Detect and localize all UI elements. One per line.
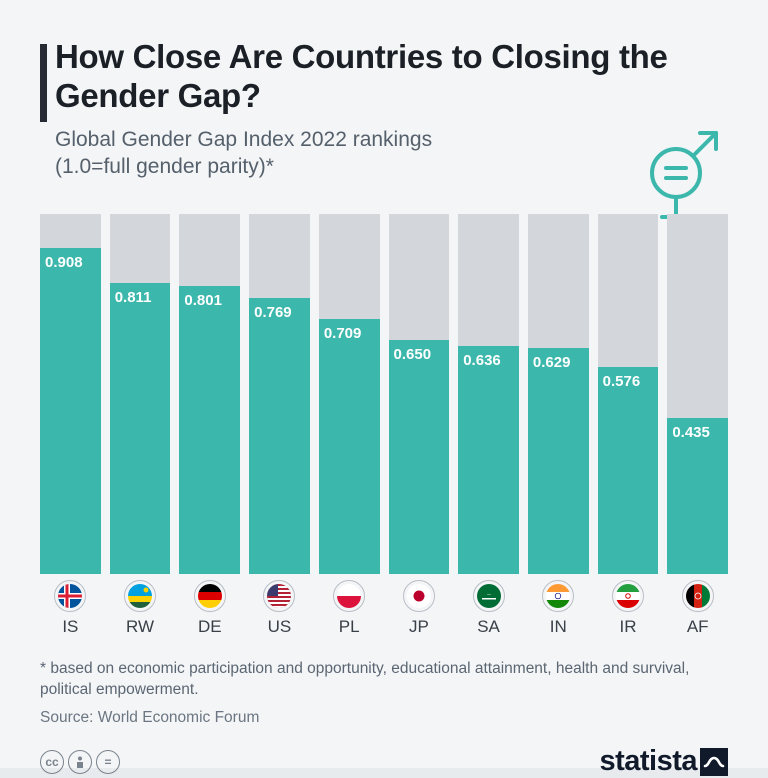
flag-badge [54,580,86,612]
bar-value-label: 0.709 [324,325,362,342]
bar-column: 0.801 DE [179,214,240,637]
chart-title: How Close Are Countries to Closing the G… [55,38,728,116]
x-axis-label: AF [687,617,709,637]
bar-fill: 0.435 [667,418,728,575]
bar-column: 0.629 IN [528,214,589,637]
title-block: How Close Are Countries to Closing the G… [55,38,728,180]
flag-is-icon [58,584,82,608]
bar-column: 0.650 JP [389,214,450,637]
flag-badge [682,580,714,612]
flag-jp-icon [407,584,431,608]
logo-text: statista [599,745,697,778]
bar-value-label: 0.769 [254,304,292,321]
bar-value-label: 0.636 [463,352,501,369]
cc-icon: cc [40,750,64,774]
flag-rw-icon [128,584,152,608]
flag-badge [194,580,226,612]
bar-fill: 0.908 [40,248,101,575]
flag-badge [612,580,644,612]
bar-track: 0.709 [319,214,380,574]
bar-value-label: 0.908 [45,254,83,271]
x-axis-label: IS [62,617,78,637]
bar-column: 0.769 US [249,214,310,637]
bar-track: 0.811 [110,214,171,574]
bar-column: 0.908 IS [40,214,101,637]
bar-track: 0.650 [389,214,450,574]
bar-value-label: 0.801 [184,292,222,309]
bar-fill: 0.801 [179,286,240,574]
footnote: * based on economic participation and op… [40,659,728,701]
bar-track: 0.435 [667,214,728,574]
flag-badge [403,580,435,612]
x-axis-label: DE [198,617,222,637]
flag-badge [263,580,295,612]
bar-fill: 0.636 [458,346,519,575]
flag-pl-icon [337,584,361,608]
bar-value-label: 0.629 [533,354,571,371]
x-axis-label: US [268,617,292,637]
x-axis-label: PL [339,617,360,637]
bar-fill: 0.629 [528,348,589,574]
bar-track: 0.576 [598,214,659,574]
flag-de-icon [198,584,222,608]
header: How Close Are Countries to Closing the G… [40,38,728,180]
bar-track: 0.636 [458,214,519,574]
bar-chart: 0.908 IS 0.811 RW 0.801 DE 0.769 US 0.709 PL 0.650… [40,214,728,637]
bar-track: 0.908 [40,214,101,574]
bar-column: 0.811 RW [110,214,171,637]
flag-af-icon [686,584,710,608]
bar-value-label: 0.811 [115,289,152,306]
flag-badge: ـــ [473,580,505,612]
title-accent-bar [40,44,47,122]
bar-track: 0.629 [528,214,589,574]
bar-column: 0.636 ـــ SA [458,214,519,637]
subtitle-line2: (1.0=full gender parity)* [55,155,274,178]
nd-icon: = [96,750,120,774]
bar-column: 0.435 AF [667,214,728,637]
bar-track: 0.801 [179,214,240,574]
x-axis-label: JP [409,617,429,637]
bar-column: 0.576 IR [598,214,659,637]
license-icons: cc = [40,750,120,774]
x-axis-label: IR [619,617,636,637]
flag-ir-icon [616,584,640,608]
chart-subtitle: Global Gender Gap Index 2022 rankings (1… [55,126,728,181]
bar-column: 0.709 PL [319,214,380,637]
infographic-card: How Close Are Countries to Closing the G… [0,0,768,768]
flag-badge [124,580,156,612]
bar-fill: 0.769 [249,298,310,575]
subtitle-line1: Global Gender Gap Index 2022 rankings [55,128,432,151]
flag-badge [542,580,574,612]
bar-fill: 0.811 [110,283,171,575]
flag-badge [333,580,365,612]
footer-row: cc = statista [40,745,728,778]
statista-logo: statista [599,745,728,778]
bar-value-label: 0.435 [672,424,710,441]
logo-mark-icon [700,748,728,776]
bar-value-label: 0.576 [603,373,641,390]
x-axis-label: SA [477,617,500,637]
flag-sa-icon: ـــ [477,584,501,608]
bar-track: 0.769 [249,214,310,574]
flag-us-icon [267,584,291,608]
flag-in-icon [546,584,570,608]
x-axis-label: RW [126,617,154,637]
bar-fill: 0.650 [389,340,450,574]
source-line: Source: World Economic Forum [40,709,728,727]
by-icon [68,750,92,774]
bar-value-label: 0.650 [394,346,432,363]
bar-fill: 0.709 [319,319,380,574]
x-axis-label: IN [550,617,567,637]
bar-fill: 0.576 [598,367,659,574]
